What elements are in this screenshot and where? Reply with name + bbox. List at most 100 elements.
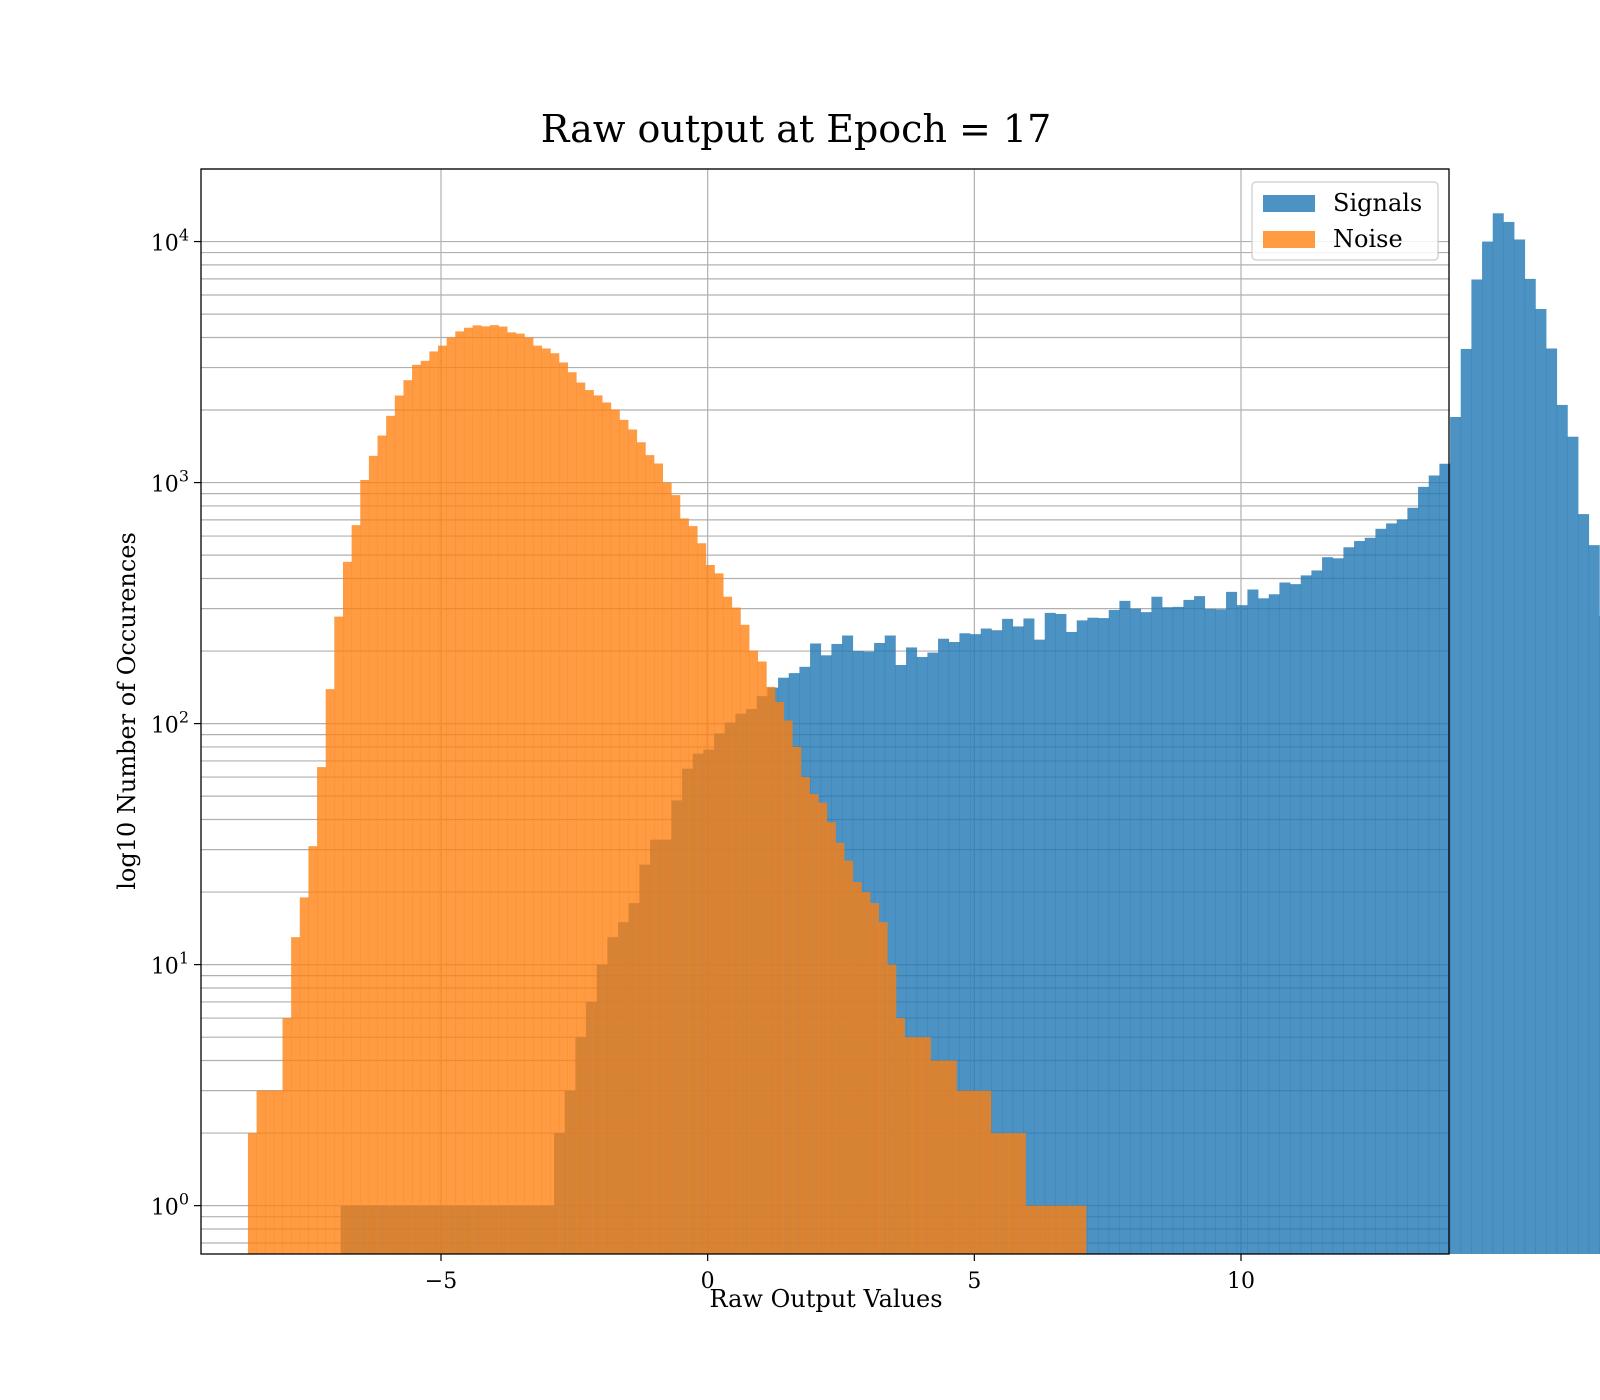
signals-bar <box>1354 541 1366 1254</box>
noise-bar <box>1016 1133 1026 1254</box>
noise-bar <box>913 1037 923 1254</box>
signals-bar <box>1215 609 1227 1254</box>
noise-bar <box>533 345 543 1255</box>
noise-bar <box>576 382 586 1254</box>
signals-bar <box>1023 618 1035 1254</box>
noise-bar <box>602 402 612 1254</box>
noise-bar <box>705 565 715 1254</box>
signals-bar <box>895 665 907 1254</box>
noise-bar <box>515 333 525 1254</box>
noise-bar <box>861 892 871 1254</box>
signals-bar <box>1044 612 1056 1254</box>
noise-bar <box>809 794 819 1254</box>
signals-bar <box>1460 348 1472 1254</box>
noise-bar <box>1008 1133 1018 1254</box>
noise-bar <box>438 345 448 1255</box>
axes-frame <box>200 168 1450 1255</box>
noise-bar <box>878 922 888 1254</box>
noise-bar <box>256 1090 266 1254</box>
noise-bar <box>498 326 508 1254</box>
legend-swatch-signals <box>1263 195 1315 212</box>
signals-bar <box>1567 436 1579 1255</box>
noise-bar <box>463 327 473 1254</box>
noise-bar <box>342 561 352 1254</box>
signals-bar <box>1503 221 1515 1255</box>
noise-bar <box>394 395 404 1254</box>
noise-bar <box>403 380 413 1255</box>
legend-label-signals: Signals <box>1333 189 1422 217</box>
signals-bar <box>1588 545 1600 1254</box>
noise-bar <box>654 463 664 1255</box>
noise-bar <box>429 351 439 1254</box>
signals-bar <box>1279 582 1291 1254</box>
noise-bar <box>783 720 793 1254</box>
noise-bar <box>1025 1205 1035 1254</box>
signals-bar <box>948 642 960 1254</box>
noise-bar <box>930 1060 940 1254</box>
signals-bar <box>938 638 950 1254</box>
signals-bar <box>959 633 971 1254</box>
noise-bar <box>671 495 681 1254</box>
noise-bar <box>265 1090 275 1254</box>
noise-bar <box>818 802 828 1254</box>
signals-bar <box>1204 608 1216 1254</box>
signals-bar <box>1066 631 1078 1254</box>
noise-bar <box>446 337 456 1254</box>
signals-bar <box>1471 279 1483 1254</box>
noise-bar <box>308 846 318 1254</box>
signals-bar <box>1556 404 1568 1254</box>
noise-bar <box>714 573 724 1254</box>
noise-bar <box>774 701 784 1254</box>
noise-bar <box>325 689 335 1254</box>
noise-bar <box>844 860 854 1254</box>
noise-bar <box>567 372 577 1255</box>
signals-bar <box>1578 514 1590 1254</box>
noise-bar <box>619 419 629 1255</box>
y-tick-label: 101 <box>151 949 189 980</box>
signals-bar <box>1418 486 1430 1255</box>
noise-bar <box>282 1018 292 1254</box>
noise-bar <box>1060 1205 1070 1254</box>
plot-area: −5 0 5 10 100 101 102 103 104 Signals Noise <box>151 168 1600 1294</box>
noise-bar <box>749 650 759 1254</box>
signals-bar <box>906 647 918 1254</box>
noise-bar <box>921 1037 931 1254</box>
signals-bar <box>1183 599 1195 1254</box>
signals-bar <box>1311 570 1323 1254</box>
noise-bar <box>455 331 465 1254</box>
noise-bar <box>679 518 689 1254</box>
noise-bar <box>368 455 378 1254</box>
signals-bar <box>1492 213 1504 1254</box>
signals-bar <box>916 656 928 1254</box>
signals-bar <box>1172 606 1184 1254</box>
noise-bar <box>826 822 836 1254</box>
x-tick-label: 0 <box>701 1269 715 1294</box>
noise-bar <box>507 332 517 1254</box>
noise-bar <box>956 1090 966 1254</box>
signals-bar <box>1322 557 1334 1254</box>
y-tick-label: 104 <box>151 226 189 257</box>
noise-bar <box>1077 1205 1087 1254</box>
noise-bar <box>947 1060 957 1254</box>
y-axis-ticks: 100 101 102 103 104 <box>151 226 201 1221</box>
signals-bar <box>970 634 982 1254</box>
signals-bar <box>1226 591 1238 1254</box>
signals-bar <box>1535 309 1547 1254</box>
signals-bar <box>1055 613 1067 1254</box>
signals-bar <box>1450 416 1462 1255</box>
signals-bar <box>1375 528 1387 1254</box>
signals-bar <box>884 635 896 1254</box>
noise-bar <box>800 777 810 1254</box>
legend: Signals Noise <box>1251 181 1439 261</box>
noise-bar <box>1042 1205 1052 1254</box>
signals-bar <box>1194 596 1206 1254</box>
signals-bar <box>1439 463 1451 1254</box>
noise-bar <box>645 455 655 1254</box>
y-tick-label: 103 <box>151 467 189 498</box>
noise-bar <box>766 686 776 1254</box>
noise-bar <box>273 1090 283 1254</box>
noise-bar <box>351 525 361 1254</box>
legend-label-noise: Noise <box>1333 225 1403 253</box>
signals-bar <box>1514 239 1526 1254</box>
